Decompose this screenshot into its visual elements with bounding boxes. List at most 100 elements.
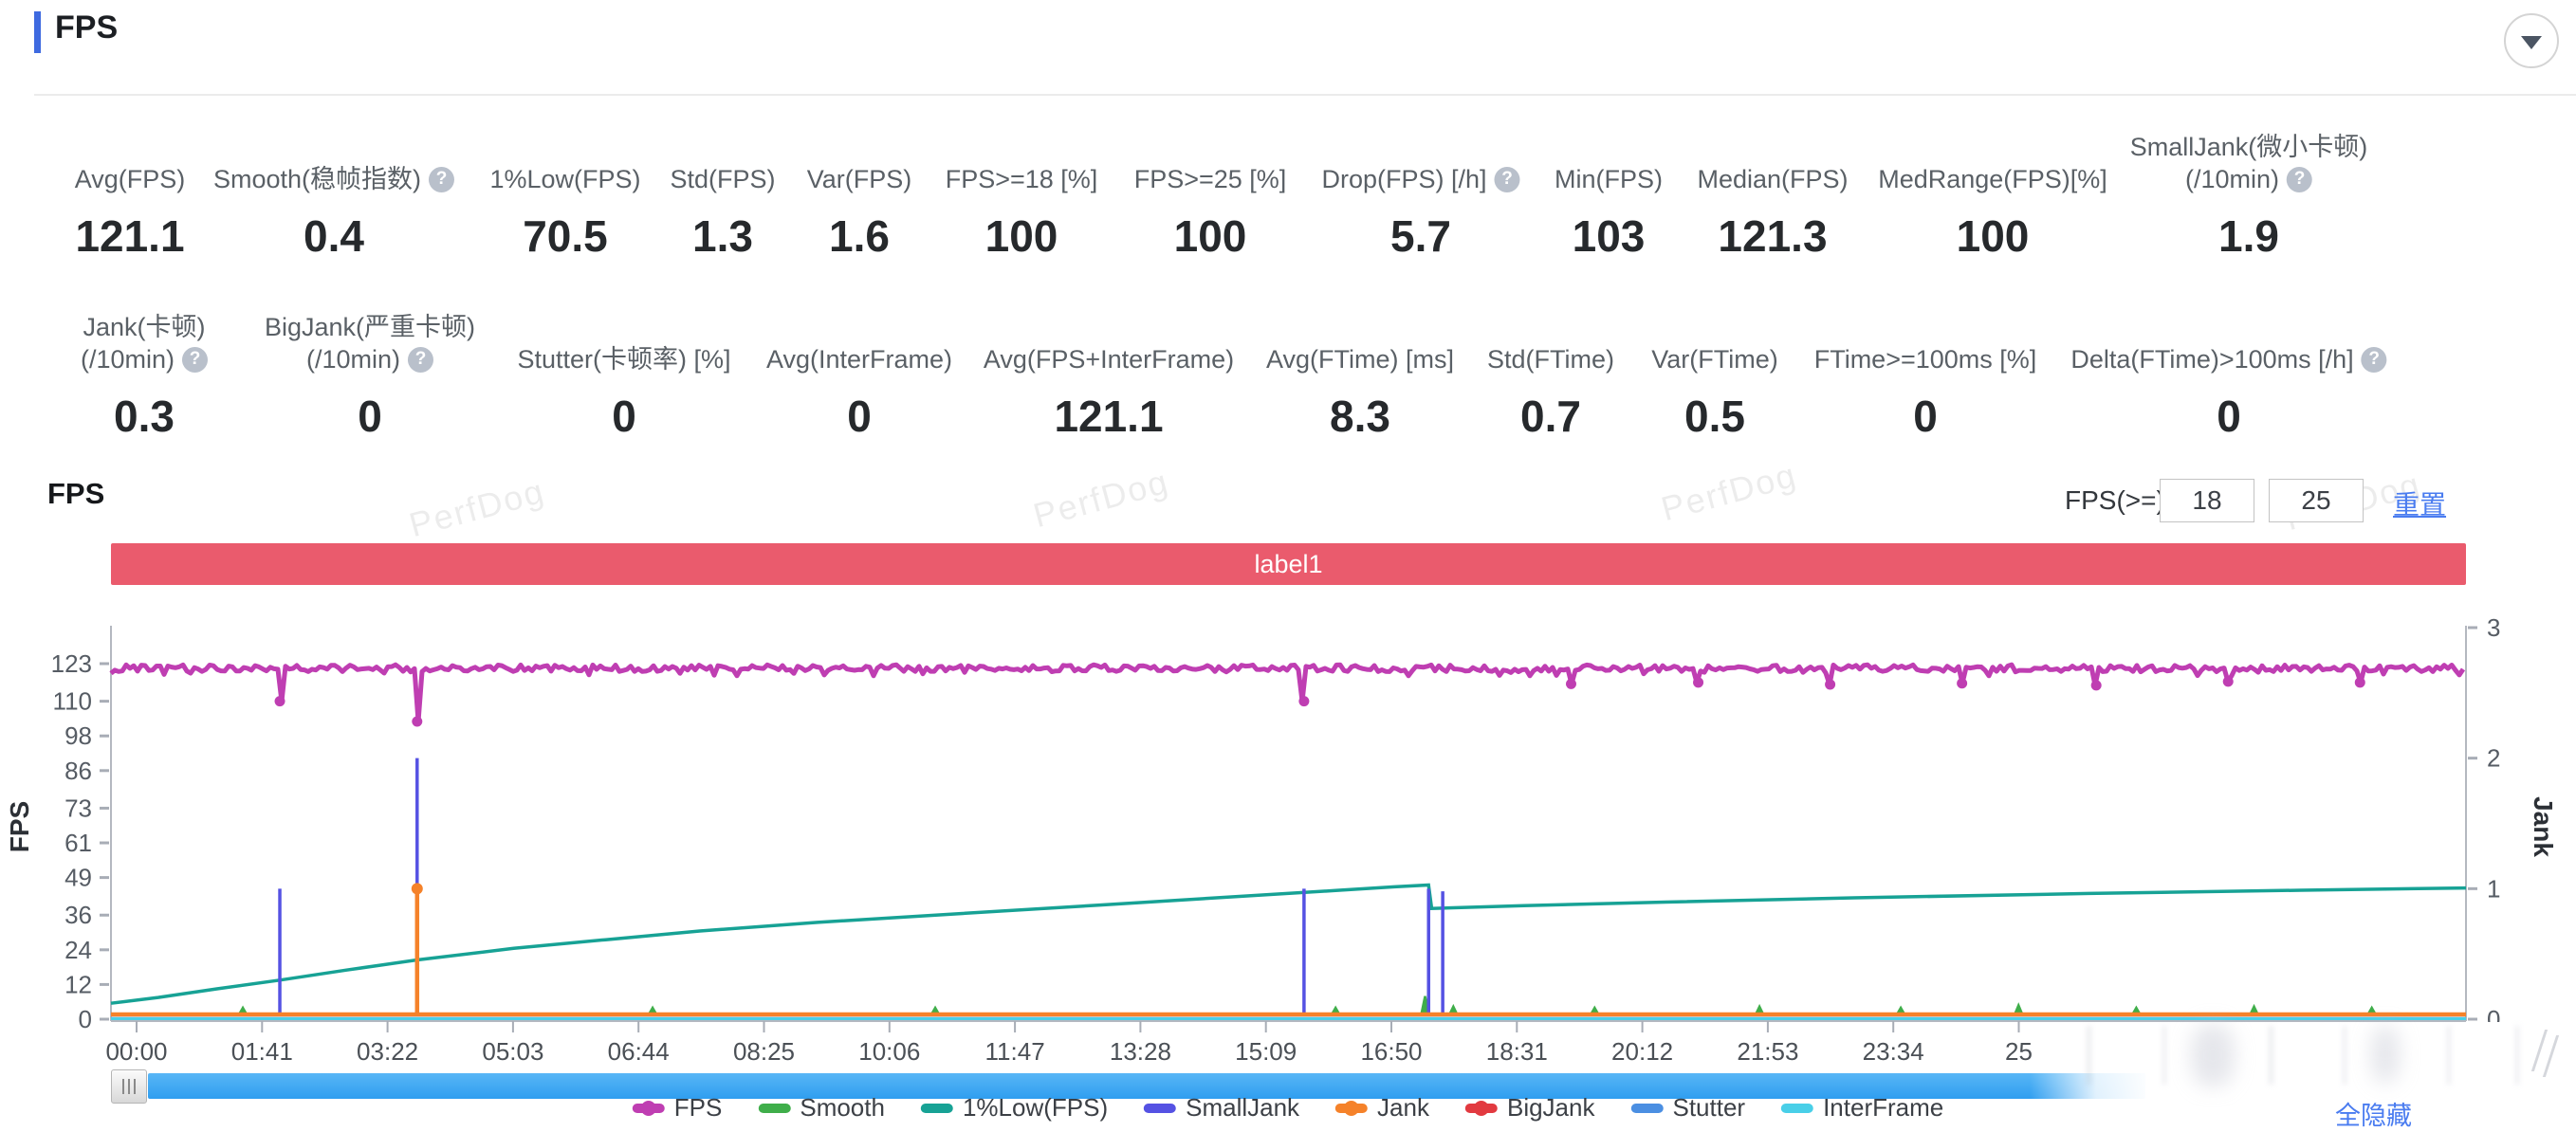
help-icon[interactable]: ? bbox=[182, 346, 209, 373]
stat-value: 0 bbox=[612, 392, 636, 441]
stat-value: 121.3 bbox=[1718, 211, 1828, 261]
stat-value: 121.1 bbox=[1054, 392, 1164, 441]
hide-all-link[interactable]: 全隐藏 bbox=[2335, 1102, 2412, 1130]
stat-label: FPS>=18 [%] bbox=[945, 165, 1098, 193]
help-icon[interactable]: ? bbox=[2361, 346, 2387, 373]
stat-label: MedRange(FPS)[%] bbox=[1878, 165, 2107, 193]
fps-threshold-input-2[interactable] bbox=[2269, 479, 2364, 522]
svg-text:00:00: 00:00 bbox=[105, 1037, 167, 1066]
title-accent-bar bbox=[34, 11, 41, 53]
stat-avg-ftime-ms-: Avg(FTime) [ms] 8.3 bbox=[1266, 309, 1454, 442]
svg-text:98: 98 bbox=[64, 721, 92, 750]
legend-swatch bbox=[1335, 1100, 1369, 1116]
svg-text:36: 36 bbox=[64, 901, 92, 929]
stat-label: Drop(FPS) [/h]? bbox=[1321, 129, 1520, 195]
stat-label: 1%Low(FPS) bbox=[489, 165, 641, 193]
chevron-down-icon bbox=[2521, 36, 2542, 49]
svg-text:05:03: 05:03 bbox=[482, 1037, 543, 1066]
stat-fps-25-%-: FPS>=25 [%] 100 bbox=[1134, 129, 1287, 262]
legend-label: BigJank bbox=[1506, 1093, 1595, 1122]
legend-item-interframe[interactable]: InterFrame bbox=[1781, 1093, 1943, 1123]
stat-label: FPS>=25 [%] bbox=[1133, 165, 1287, 193]
fps-threshold-label: FPS(>=) bbox=[2065, 485, 2165, 515]
stat-value: 70.5 bbox=[523, 211, 608, 261]
legend-item-stutter[interactable]: Stutter bbox=[1630, 1093, 1745, 1123]
stat-value: 100 bbox=[984, 211, 1058, 261]
stat-stutter-%-: Stutter(卡顿率) [%] 0 bbox=[517, 309, 730, 442]
collapse-section-button[interactable] bbox=[2504, 13, 2559, 68]
legend-item-jank[interactable]: Jank bbox=[1335, 1093, 1429, 1123]
svg-text:11:47: 11:47 bbox=[985, 1037, 1045, 1066]
stat-label: Var(FTime) bbox=[1651, 345, 1778, 374]
stat-value: 0.5 bbox=[1684, 392, 1745, 441]
legend-swatch bbox=[920, 1101, 953, 1116]
series-fps bbox=[109, 662, 2466, 724]
legend-swatch bbox=[1144, 1101, 1177, 1116]
svg-text:49: 49 bbox=[64, 864, 92, 892]
svg-text:03:22: 03:22 bbox=[357, 1037, 418, 1066]
stat-label: Min(FPS) bbox=[1555, 165, 1663, 193]
label-banner-text: label1 bbox=[1254, 549, 1323, 578]
legend-label: Jank bbox=[1377, 1093, 1429, 1122]
legend-label: Stutter bbox=[1672, 1093, 1746, 1122]
reset-link[interactable]: 重置 bbox=[2393, 490, 2447, 520]
svg-text:1: 1 bbox=[2487, 874, 2500, 903]
legend-item-smooth[interactable]: Smooth bbox=[758, 1093, 885, 1123]
svg-text:FPS: FPS bbox=[5, 801, 34, 852]
legend-swatch bbox=[1630, 1101, 1664, 1116]
stat-value: 121.1 bbox=[75, 211, 185, 261]
svg-text:2: 2 bbox=[2487, 744, 2500, 773]
stat-label: Var(FPS) bbox=[806, 165, 912, 193]
legend-item-1%low-fps-[interactable]: 1%Low(FPS) bbox=[920, 1093, 1109, 1123]
stat-std-fps-: Std(FPS) 1.3 bbox=[670, 129, 775, 262]
stat-var-ftime-: Var(FTime) 0.5 bbox=[1651, 309, 1777, 442]
help-icon[interactable]: ? bbox=[408, 346, 434, 373]
stat-std-ftime-: Std(FTime) 0.7 bbox=[1487, 309, 1614, 442]
svg-text:12: 12 bbox=[64, 970, 92, 998]
stat-value: 8.3 bbox=[1330, 392, 1390, 441]
stat-value: 1.6 bbox=[829, 211, 890, 261]
stat-value: 1.9 bbox=[2218, 211, 2279, 261]
svg-text:73: 73 bbox=[64, 794, 92, 822]
help-icon[interactable]: ? bbox=[1494, 166, 1520, 192]
svg-text:23:34: 23:34 bbox=[1863, 1037, 1924, 1066]
svg-text:15:09: 15:09 bbox=[1235, 1037, 1297, 1066]
svg-text:24: 24 bbox=[64, 936, 92, 964]
stat-label: Std(FPS) bbox=[670, 165, 776, 193]
stat-value: 1.3 bbox=[692, 211, 753, 261]
legend-item-fps[interactable]: FPS bbox=[632, 1093, 722, 1123]
stat-avg-interframe-: Avg(InterFrame) 0 bbox=[766, 309, 952, 442]
help-icon[interactable]: ? bbox=[429, 166, 455, 192]
page-title: FPS bbox=[55, 9, 119, 46]
scrollbar-handle[interactable] bbox=[111, 1069, 147, 1104]
legend-item-bigjank[interactable]: BigJank bbox=[1464, 1093, 1595, 1123]
svg-text:3: 3 bbox=[2487, 613, 2500, 642]
svg-text:06:44: 06:44 bbox=[608, 1037, 670, 1066]
legend-label: Smooth bbox=[800, 1093, 885, 1122]
stat-value: 103 bbox=[1572, 211, 1646, 261]
label-banner: label1 bbox=[111, 543, 2466, 585]
scrollbar-track[interactable] bbox=[148, 1073, 2145, 1099]
stat-delta-ftime-100ms-h-: Delta(FTime)>100ms [/h]? 0 bbox=[2070, 309, 2387, 442]
stat-label: SmallJank(微小卡顿) (/10min)? bbox=[2129, 133, 2368, 193]
header-divider bbox=[34, 94, 2576, 96]
stat-value: 0 bbox=[358, 392, 382, 441]
legend-item-smalljank[interactable]: SmallJank bbox=[1144, 1093, 1299, 1123]
stat-median-fps-: Median(FPS) 121.3 bbox=[1697, 129, 1848, 262]
stat-value: 0.4 bbox=[304, 211, 364, 261]
legend-label: 1%Low(FPS) bbox=[962, 1093, 1109, 1122]
svg-text:16:50: 16:50 bbox=[1360, 1037, 1422, 1066]
fps-threshold-input-1[interactable] bbox=[2160, 479, 2254, 522]
legend-label: SmallJank bbox=[1186, 1093, 1300, 1122]
svg-text:01:41: 01:41 bbox=[231, 1037, 293, 1066]
help-icon[interactable]: ? bbox=[2287, 166, 2313, 192]
stat-value: 0 bbox=[847, 392, 872, 441]
stat-label: Stutter(卡顿率) [%] bbox=[517, 345, 731, 374]
stat-1%low-fps-: 1%Low(FPS) 70.5 bbox=[489, 129, 640, 262]
stat-value: 100 bbox=[1956, 211, 2030, 261]
stat-value: 0.7 bbox=[1520, 392, 1581, 441]
stat-value: 0.3 bbox=[114, 392, 175, 441]
svg-text:123: 123 bbox=[51, 649, 92, 678]
stat-label: Avg(FTime) [ms] bbox=[1265, 345, 1455, 374]
